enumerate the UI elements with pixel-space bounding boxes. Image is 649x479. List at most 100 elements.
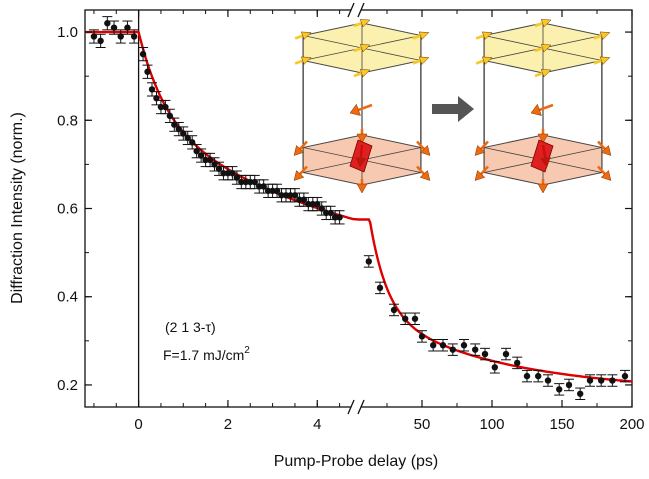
data-point [375, 281, 385, 295]
upper-spin-head [481, 56, 493, 65]
axis-break-mark-0b [357, 2, 365, 18]
upper-spin-head [418, 31, 430, 40]
data-point [459, 339, 469, 352]
marker [197, 152, 205, 159]
lower-spin-head [356, 183, 368, 194]
x2-tick-label-0: 50 [414, 416, 431, 433]
marker [148, 86, 156, 93]
data-point [447, 343, 458, 356]
marker [90, 33, 98, 40]
y-tick-label-0: 0.2 [57, 377, 78, 394]
marker [110, 24, 118, 31]
data-point [325, 205, 336, 221]
marker [278, 192, 285, 199]
data-point [109, 20, 120, 35]
marker [556, 386, 563, 393]
annotation-fluence-sup: 2 [244, 345, 250, 356]
marker [97, 37, 104, 45]
marker [296, 196, 303, 203]
marker [544, 377, 552, 384]
x2-tick-label-1: 100 [479, 416, 504, 433]
axis-break-gap-1 [351, 399, 361, 415]
x-axis-title: Pump-Probe delay (ps) [274, 453, 439, 470]
data-point [400, 312, 411, 326]
data-point [585, 374, 595, 387]
marker [233, 174, 241, 181]
marker [273, 187, 281, 195]
marker [229, 170, 236, 177]
marker [287, 192, 294, 199]
axis-break-mark-1b [357, 399, 365, 415]
data-point [129, 29, 140, 44]
data-point [522, 369, 532, 383]
x1-tick-label-2: 4 [313, 416, 321, 433]
marker [336, 214, 343, 221]
data-point [470, 343, 481, 356]
lower-spin-head [600, 145, 612, 156]
lower-spin-head [537, 183, 549, 194]
marker [264, 187, 272, 195]
data-point [272, 183, 283, 198]
upper-spin-head [599, 31, 611, 40]
axis-break-mark-0a [347, 2, 355, 18]
lower-spin-head [293, 170, 305, 181]
data-point [564, 378, 574, 392]
data-point [575, 387, 586, 401]
data-point [122, 20, 133, 35]
x1-tick-label-0: 0 [134, 416, 142, 433]
marker [291, 192, 299, 199]
y-tick-label-1: 0.4 [57, 289, 78, 306]
marker [305, 200, 312, 208]
data-point [334, 210, 345, 225]
upper-spin-head [540, 19, 552, 28]
data-point [428, 339, 439, 352]
data-point [249, 174, 260, 190]
marker [256, 183, 263, 190]
marker [282, 192, 290, 199]
data-point [501, 347, 511, 361]
marker [621, 372, 629, 380]
marker [180, 130, 187, 137]
data-point [187, 135, 198, 150]
marker [202, 156, 209, 164]
marker [300, 196, 308, 203]
marker [535, 372, 542, 380]
lower-spin-head [600, 170, 612, 181]
y-tick-label-4: 1.0 [57, 24, 78, 41]
upper-spin-head [300, 56, 312, 65]
data-point [191, 144, 202, 159]
marker [251, 178, 258, 186]
annotation-fluence: F=1.7 mJ/cm2 [163, 345, 250, 363]
y-tick-label-3: 0.8 [57, 112, 78, 129]
marker [104, 20, 111, 27]
data-point [88, 29, 99, 44]
marker [238, 178, 245, 186]
data-point [142, 64, 153, 79]
center-spin-head [540, 156, 551, 168]
marker [189, 139, 196, 146]
data-point [205, 152, 216, 168]
data-point [620, 369, 630, 383]
marker [193, 147, 200, 155]
center-spin-head [355, 157, 367, 168]
middle-spin-head [349, 103, 361, 116]
marker [269, 187, 276, 195]
upper-spin-head [300, 31, 312, 40]
marker [215, 165, 223, 172]
marker [472, 346, 479, 353]
data-point [363, 255, 374, 268]
marker [171, 121, 178, 128]
marker [166, 112, 174, 120]
marker [449, 346, 456, 353]
data-point [596, 374, 607, 387]
marker [514, 359, 521, 367]
marker [206, 156, 214, 164]
lower-spin-head [474, 170, 486, 181]
marker [323, 209, 330, 217]
marker [247, 178, 254, 186]
marker [130, 33, 138, 40]
axis-break-mark-1a [347, 399, 355, 415]
marker [124, 24, 131, 31]
marker [586, 377, 594, 384]
